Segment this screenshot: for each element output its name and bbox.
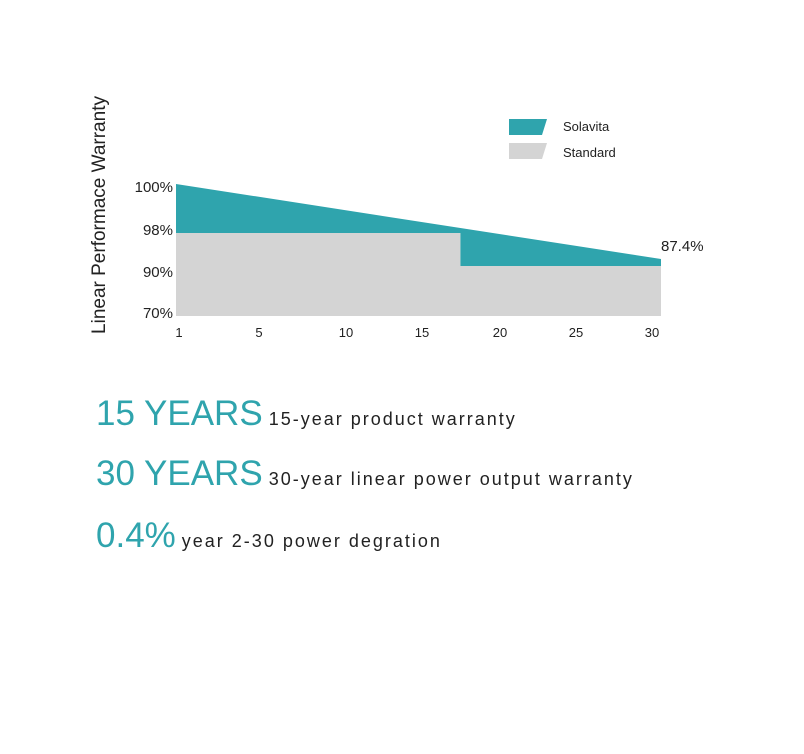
x-tick-label: 1 [175,325,182,340]
legend: Solavita Standard [509,119,616,160]
legend-label-standard: Standard [563,145,616,160]
y-tick-label: 70% [143,305,173,322]
feature-headline: 0.4% [96,516,176,555]
x-tick-label: 30 [645,325,659,340]
x-tick-label: 10 [339,325,353,340]
warranty-chart: Linear Performace Warranty 100% 98% 90% 70%… [89,96,704,340]
feature-text: 15-year product warranty [268,409,517,429]
series-area-solavita [176,184,661,266]
feature-headline: 15 YEARS [96,394,263,433]
y-tick-label: 98% [143,222,173,239]
y-tick-label: 90% [143,264,173,281]
feature-text: year 2-30 power degration [181,531,442,551]
y-tick-label: 100% [135,179,173,196]
x-tick-label: 15 [415,325,429,340]
y-axis-label: Linear Performace Warranty [89,96,110,334]
series-area-standard [176,233,661,316]
feature-headline: 30 YEARS [96,454,263,493]
x-tick-label: 25 [569,325,583,340]
feature-degradation: 0.4% year 2-30 power degration [96,516,442,556]
feature-product-warranty: 15 YEARS 15-year product warranty [96,394,517,434]
feature-text: 30-year linear power output warranty [268,469,634,489]
legend-label-solavita: Solavita [563,119,610,134]
feature-power-warranty: 30 YEARS 30-year linear power output warr… [96,454,634,494]
end-value-label: 87.4% [661,238,704,255]
legend-swatch-standard [509,143,547,159]
x-tick-label: 20 [493,325,507,340]
legend-swatch-solavita [509,119,547,135]
x-tick-label: 5 [255,325,262,340]
